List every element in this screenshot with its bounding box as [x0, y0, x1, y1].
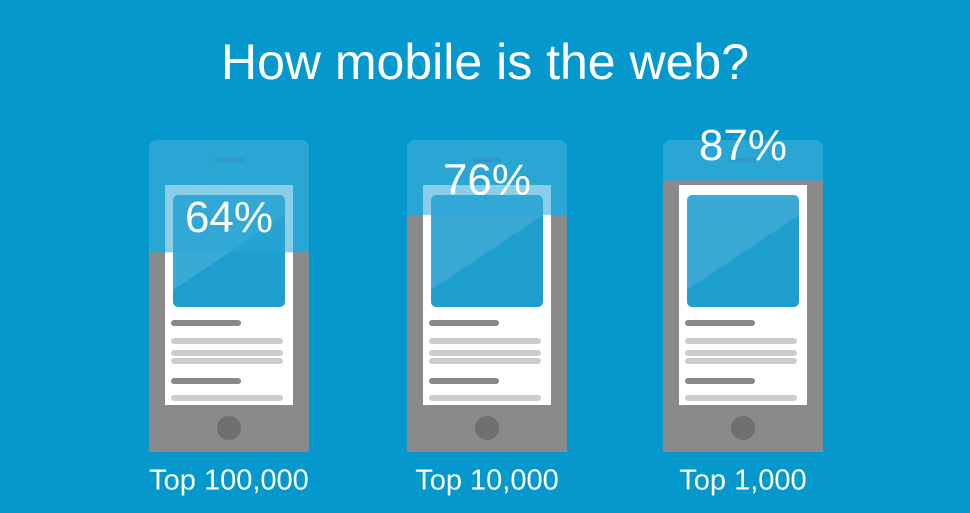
text-line: [685, 320, 755, 326]
screen-image: [431, 195, 543, 307]
home-button: [217, 416, 241, 440]
screen-glare: [431, 195, 543, 290]
screen-image: [687, 195, 799, 307]
text-line: [429, 395, 541, 401]
unfilled-overlay: [149, 140, 309, 253]
text-line: [171, 338, 283, 344]
text-line: [171, 395, 283, 401]
category-label: Top 1,000: [679, 465, 806, 497]
text-line: [685, 395, 797, 401]
category-label: Top 10,000: [415, 465, 559, 497]
text-line: [685, 378, 755, 384]
text-line: [685, 350, 797, 356]
text-line: [171, 358, 283, 364]
home-button: [475, 416, 499, 440]
text-line: [429, 378, 499, 384]
unfilled-overlay: [663, 140, 823, 181]
value-label: 87%: [699, 121, 787, 170]
text-line: [171, 350, 283, 356]
text-line: [429, 338, 541, 344]
category-label: Top 100,000: [149, 465, 309, 497]
chart-title: How mobile is the web?: [221, 34, 749, 90]
home-button: [731, 416, 755, 440]
text-line: [429, 350, 541, 356]
value-label: 76%: [443, 156, 531, 205]
screen-glare: [687, 195, 799, 290]
unfilled-overlay: [407, 140, 567, 215]
text-line: [429, 358, 541, 364]
text-line: [685, 338, 797, 344]
text-line: [429, 320, 499, 326]
value-label: 64%: [185, 193, 273, 242]
text-line: [171, 320, 241, 326]
text-line: [171, 378, 241, 384]
text-line: [685, 358, 797, 364]
